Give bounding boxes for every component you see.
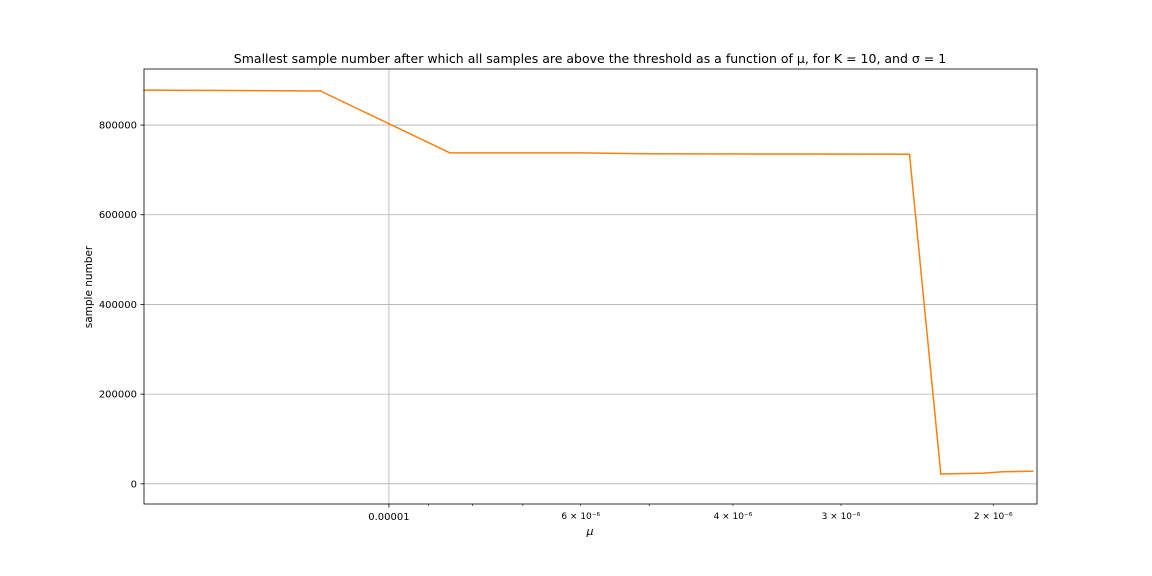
chart-title: Smallest sample number after which all s… (234, 51, 946, 66)
data-point (939, 473, 942, 475)
grid-lines (144, 69, 1037, 504)
data-point (449, 152, 451, 154)
data-point (1032, 470, 1034, 473)
x-minor-tick-label: 3 × 10⁻⁶ (822, 512, 861, 522)
y-tick-label: 600000 (99, 210, 137, 221)
data-point (648, 152, 650, 155)
plot-frame (143, 68, 1038, 505)
data-point (908, 153, 911, 156)
x-axis-ticks: 0.00001 6 × 10⁻⁶ 4 × 10⁻⁶ 3 × 10⁻⁶ 2 × 10⁻⁶ (368, 504, 1013, 523)
data-point (319, 90, 322, 92)
x-tick-label: 0.00001 (368, 512, 409, 523)
x-minor-tick-label: 6 × 10⁻⁶ (561, 512, 600, 522)
y-axis-ticks: 0 200000 400000 600000 800000 (99, 121, 144, 490)
y-tick-label: 200000 (99, 390, 137, 401)
y-tick-label: 0 (131, 479, 137, 490)
x-axis-label: μ (586, 525, 594, 538)
data-point (1001, 470, 1004, 473)
y-axis-label: sample number (83, 245, 95, 328)
data-point (983, 472, 985, 474)
y-tick-label: 400000 (99, 300, 137, 311)
x-minor-tick-label: 2 × 10⁻⁶ (974, 512, 1013, 522)
data-series (143, 89, 1034, 475)
data-point (579, 152, 582, 154)
series-line (143, 89, 1033, 475)
x-minor-tick-label: 4 × 10⁻⁶ (714, 512, 753, 522)
y-tick-label: 800000 (99, 121, 137, 132)
